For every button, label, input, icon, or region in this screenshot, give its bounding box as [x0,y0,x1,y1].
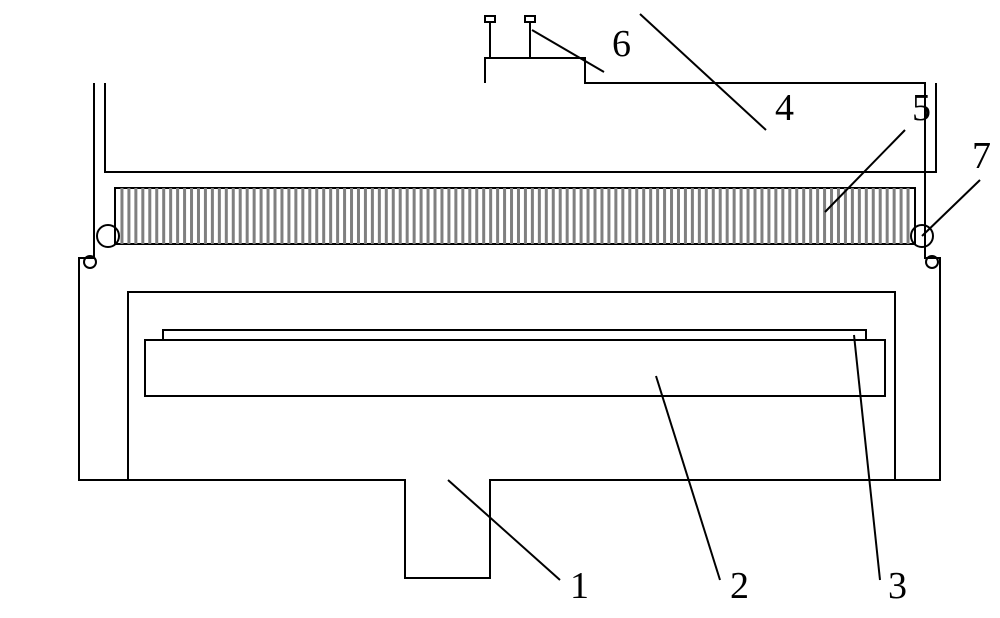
label-5: 5 [912,87,931,129]
label-7: 7 [972,135,991,177]
label-4: 4 [775,87,794,129]
label-3: 3 [888,565,907,607]
label-6: 6 [612,23,631,65]
label-2: 2 [730,565,749,607]
label-1: 1 [570,565,589,607]
